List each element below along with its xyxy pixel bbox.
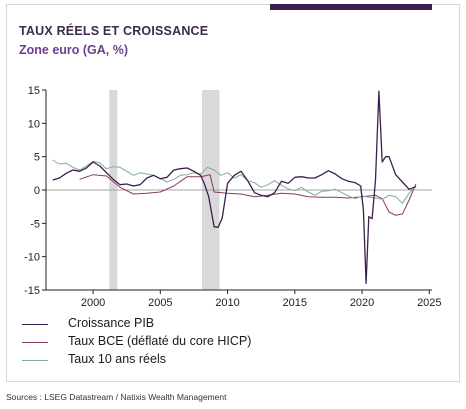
y-tick-label: 10 bbox=[28, 118, 40, 130]
chart-title: TAUX RÉELS ET CROISSANCE bbox=[19, 24, 209, 38]
x-tick-label: 2025 bbox=[417, 297, 441, 309]
source-note: Sources : LSEG Datastream / Natixis Weal… bbox=[6, 392, 227, 402]
legend-label-taux-10-ans: Taux 10 ans réels bbox=[68, 352, 166, 366]
y-tick-label: 0 bbox=[34, 185, 40, 197]
axes bbox=[42, 89, 432, 294]
y-tick-label: -10 bbox=[24, 252, 40, 264]
series-line-croissance-pib bbox=[52, 90, 417, 284]
legend-label-taux-bce: Taux BCE (déflaté du core HICP) bbox=[68, 334, 252, 348]
header-accent-bar bbox=[270, 4, 432, 10]
chart-subtitle: Zone euro (GA, %) bbox=[19, 43, 129, 57]
y-tick-label: -5 bbox=[30, 218, 40, 230]
x-tick-label: 2010 bbox=[215, 297, 239, 309]
x-tick-label: 2015 bbox=[283, 297, 307, 309]
legend-swatch-taux-10-ans bbox=[22, 360, 48, 361]
x-tick-label: 2000 bbox=[81, 297, 105, 309]
y-tick-label: 15 bbox=[28, 85, 40, 97]
y-tick-label: 5 bbox=[34, 152, 40, 164]
series-line-taux-10-ans-reels bbox=[52, 159, 417, 204]
chart-card bbox=[6, 4, 460, 382]
y-tick-label: -15 bbox=[24, 285, 40, 297]
series-line-taux-bce-deflate-du-core-hicp bbox=[79, 174, 417, 216]
x-tick-label: 2005 bbox=[148, 297, 172, 309]
legend-swatch-croissance-pib bbox=[22, 324, 48, 325]
series-lines bbox=[52, 90, 417, 284]
tick-labels: 15 10 5 0 -5 -10 -15 2000 2005 2010 2015 2020 2025 bbox=[24, 85, 441, 309]
x-tick-label: 2020 bbox=[350, 297, 374, 309]
legend-swatch-taux-bce bbox=[22, 342, 48, 343]
legend-label-croissance-pib: Croissance PIB bbox=[68, 316, 155, 330]
